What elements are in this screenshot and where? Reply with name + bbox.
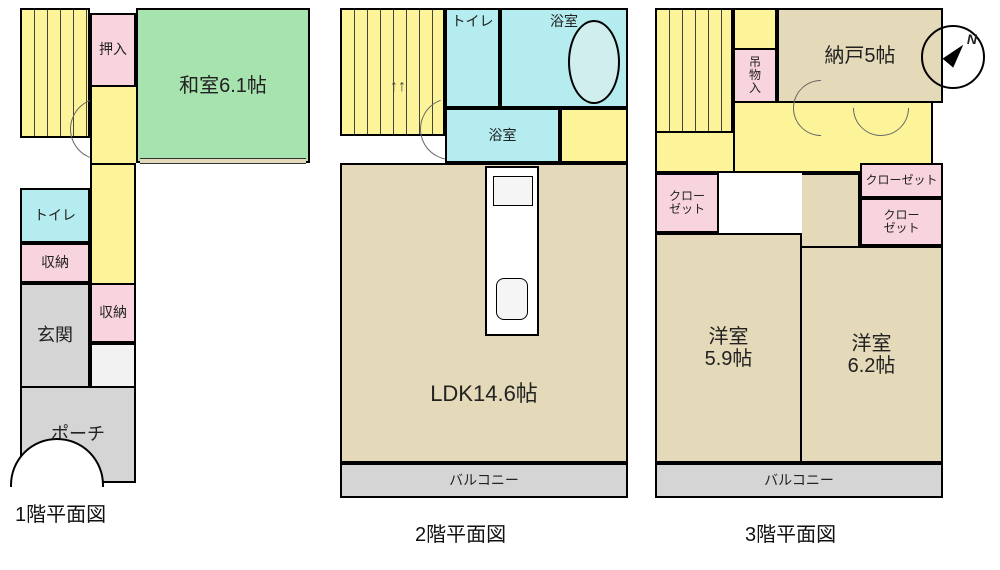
compass: N: [921, 25, 985, 89]
f1-storage-2: 収納: [90, 283, 136, 343]
f3-closet-3: クローゼット: [860, 198, 943, 246]
f3-closet-1: クローゼット: [655, 173, 719, 233]
f2-toilet: トイレ: [445, 8, 500, 108]
f1-storage-1: 収納: [20, 243, 90, 283]
f2-title: 2階平面図: [415, 518, 506, 547]
f3-west2-top: [802, 173, 860, 246]
f2-ldk: LDK14.6帖: [340, 163, 628, 463]
f3-closet-2: クローゼット: [860, 163, 943, 198]
f3-title: 3階平面図: [745, 518, 836, 547]
f1-japanese-room: 和室6.1帖: [136, 8, 310, 163]
compass-n-label: N: [967, 31, 977, 47]
f2-ldk-label: LDK14.6帖: [430, 382, 538, 406]
f3-hall-a: [733, 8, 777, 48]
f3-hall-c: [655, 133, 733, 173]
f2-bath-label: 浴室: [550, 14, 578, 29]
f3-west1-label: 洋室 5.9帖: [705, 326, 753, 370]
f1-hall-upper: [90, 87, 136, 165]
f3-tsurimono-label: 吊物入: [749, 56, 761, 96]
f2-wash: 浴室: [445, 108, 560, 163]
f1-title: 1階平面図: [15, 498, 106, 527]
f3-balcony: バルコニー: [655, 463, 943, 498]
floor-1: 押入 和室6.1帖 トイレ 収納 収納 玄関 ポーチ: [20, 8, 310, 548]
f1-hall-lower: [90, 243, 136, 283]
f2-toilet-label: トイレ: [452, 14, 494, 29]
f1-storage2-label: 収納: [99, 305, 127, 320]
f1-genkan: 玄関: [20, 283, 90, 388]
f3-west2-label: 洋室 6.2帖: [848, 333, 896, 377]
f1-step: [90, 343, 136, 388]
f3-nando-label: 納戸5帖: [824, 45, 895, 67]
f3-tsurimono: 吊物入: [733, 48, 777, 103]
f3-closet2-label: クローゼット: [865, 174, 937, 187]
f3-closet1-text: クローゼット: [669, 190, 705, 216]
f2-wash-side: [560, 108, 628, 163]
f3-west-1: 洋室 5.9帖: [655, 233, 802, 463]
f2-balcony: バルコニー: [340, 463, 628, 498]
f1-storage1-label: 収納: [41, 255, 69, 270]
compass-arrow-icon: [942, 40, 968, 67]
f1-hall: [90, 163, 136, 243]
f2-balcony-label: バルコニー: [449, 473, 519, 488]
f1-toilet: トイレ: [20, 188, 90, 243]
f3-west-2: 洋室 6.2帖: [802, 246, 943, 463]
floor-3: 吊物入 納戸5帖 クローゼット クローゼット クローゼット 洋室 5.9帖 洋室: [655, 8, 945, 548]
f3-stairs: [655, 8, 733, 133]
f1-oshiire: 押入: [90, 13, 136, 87]
floor-2: ↑↑ トイレ 浴室 浴室 LDK14.6帖 バルコニー 2階平面図: [340, 8, 630, 548]
f1-oshiire-label: 押入: [99, 42, 127, 57]
f1-japanese-label: 和室6.1帖: [179, 75, 267, 97]
f3-balcony-label: バルコニー: [764, 473, 834, 488]
f1-genkan-label: 玄関: [37, 326, 73, 346]
f1-toilet-label: トイレ: [34, 208, 76, 223]
f2-wash-label: 浴室: [489, 128, 517, 143]
f3-closet3-text: クローゼット: [883, 209, 919, 235]
